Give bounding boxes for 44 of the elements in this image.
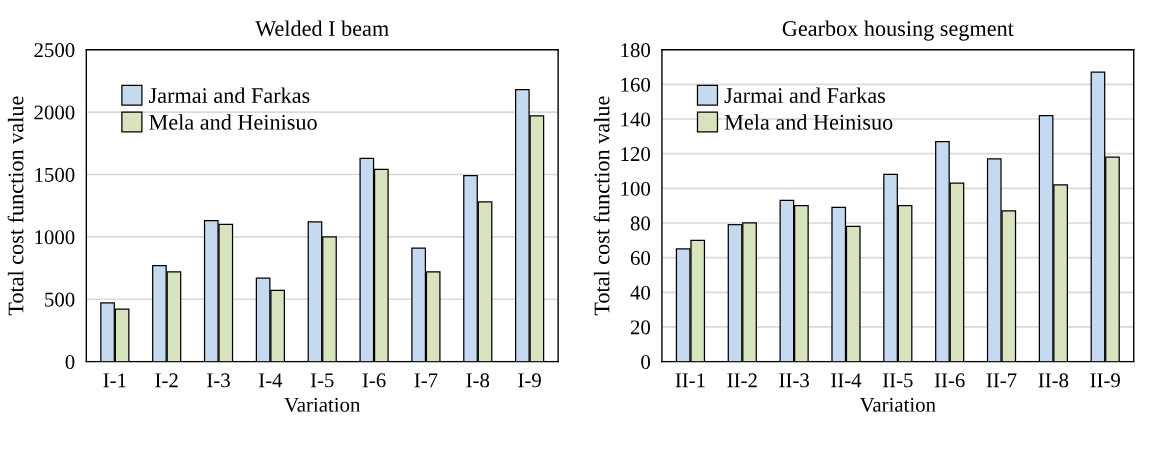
x-tick-label: I-2: [155, 373, 178, 388]
legend-label: Mela and Heinisuo: [724, 114, 893, 130]
y-tick-label: 20: [630, 320, 651, 335]
y-tick-label: 160: [621, 77, 651, 92]
x-tick-label: II-2: [727, 373, 757, 388]
x-tick-label: I-5: [310, 373, 334, 388]
y-tick-label: 1000: [35, 230, 75, 245]
x-tick-label: I-3: [207, 373, 230, 388]
y-tick-label: 2500: [34, 43, 75, 58]
legend-label: Jarmai and Farkas: [724, 87, 886, 104]
x-tick-label: I-4: [258, 373, 283, 388]
x-axis-title: Variation: [284, 397, 361, 412]
y-tick-label: 100: [621, 181, 651, 196]
y-tick-label: 2000: [34, 105, 75, 120]
x-tick-label: II-4: [831, 373, 862, 388]
x-tick-label: I-7: [414, 373, 438, 388]
y-tick-label: 120: [621, 147, 651, 162]
x-tick-label: II-5: [882, 373, 913, 388]
y-tick-label: 1500: [35, 167, 75, 182]
x-tick-label: I-1: [103, 373, 126, 388]
y-tick-label: 0: [641, 354, 651, 370]
x-tick-label: II-7: [986, 373, 1017, 388]
chart-title: Welded I beam: [255, 20, 389, 37]
y-axis-title: Total cost function value: [7, 96, 24, 316]
y-tick-label: 80: [630, 216, 651, 231]
x-tick-label: II-1: [675, 373, 705, 388]
y-tick-label: 60: [630, 251, 651, 266]
y-tick-label: 40: [630, 285, 651, 300]
legend-label: Mela and Heinisuo: [149, 114, 317, 130]
chart-title: Gearbox housing segment: [782, 20, 1014, 41]
x-tick-label: II-9: [1090, 373, 1120, 388]
x-tick-label: II-8: [1038, 373, 1069, 388]
y-tick-label: 500: [45, 292, 75, 307]
y-tick-label: 0: [65, 354, 75, 370]
legend-label: Jarmai and Farkas: [149, 87, 310, 104]
x-axis-title: Variation: [859, 397, 936, 412]
x-tick-label: II-3: [779, 373, 809, 388]
y-tick-label: 140: [621, 112, 651, 127]
x-tick-label: I-8: [466, 373, 490, 388]
y-tick-label: 180: [621, 43, 651, 58]
x-tick-label: II-6: [934, 373, 965, 388]
x-tick-label: I-6: [362, 373, 386, 388]
x-tick-label: I-9: [518, 373, 541, 388]
y-axis-title: Total cost function value: [593, 96, 610, 316]
